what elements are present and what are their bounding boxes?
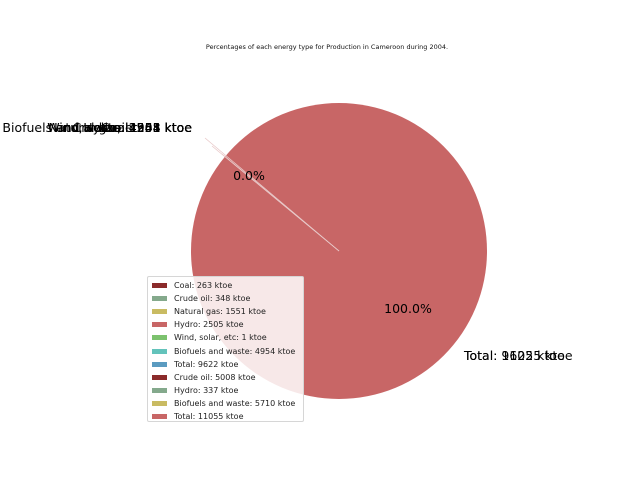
legend-item: Total: 11055 ktoe	[151, 410, 303, 423]
outer-slice-label: Natural gas: 1551 ktoe	[48, 120, 192, 135]
legend-label: Biofuels and waste: 4954 ktoe	[174, 346, 296, 356]
legend-item: Total: 9622 ktoe	[151, 358, 303, 371]
outer-slice-label: Crude oil: 348 ktoe	[73, 120, 193, 135]
outer-slice-label: Wind, solar, etc: 1 ktoe	[47, 120, 192, 135]
legend-swatch	[152, 322, 167, 328]
outer-total-label: Total: 11055 ktoe	[463, 348, 573, 363]
legend-swatch	[152, 283, 167, 289]
legend-swatch	[152, 387, 167, 393]
legend-label: Hydro: 337 ktoe	[174, 385, 239, 395]
legend-swatch	[152, 309, 167, 315]
legend-item: Biofuels and waste: 5710 ktoe	[151, 397, 303, 410]
legend-item: Natural gas: 1551 ktoe	[151, 305, 303, 318]
pie-slivers	[204, 137, 340, 252]
legend-label: Hydro: 2505 ktoe	[174, 320, 244, 330]
legend-swatch	[152, 374, 167, 380]
legend-label: Coal: 263 ktoe	[174, 281, 233, 291]
legend-label: Crude oil: 348 ktoe	[174, 294, 251, 304]
legend-item: Crude oil: 348 ktoe	[151, 292, 303, 305]
outer-total-label: Total: 9622 ktoe	[463, 348, 565, 363]
legend-swatch	[152, 400, 167, 406]
outer-slice-label: Hydro: 2505 ktoe	[83, 120, 192, 135]
legend-label: Total: 9622 ktoe	[174, 359, 239, 369]
legend-label: Total: 11055 ktoe	[174, 411, 244, 421]
pie-sliver-line	[221, 153, 340, 252]
legend-item: Biofuels and waste: 4954 ktoe	[151, 344, 303, 357]
legend-swatch	[152, 335, 167, 341]
legend-item: Hydro: 2505 ktoe	[151, 318, 303, 331]
legend: Coal: 263 ktoe Crude oil: 348 ktoe Natural…	[147, 276, 304, 422]
legend-item: Wind, solar, etc: 1 ktoe	[151, 331, 303, 344]
legend-item: Coal: 263 ktoe	[151, 279, 303, 292]
outer-slice-label: Coal: 263 ktoe	[101, 120, 192, 135]
legend-label: Crude oil: 5008 ktoe	[174, 372, 256, 382]
legend-item: Hydro: 337 ktoe	[151, 384, 303, 397]
legend-swatch	[152, 413, 167, 419]
legend-label: Wind, solar, etc: 1 ktoe	[174, 333, 267, 343]
chart-title: Percentages of each energy type for Prod…	[206, 43, 448, 51]
legend-label: Biofuels and waste: 5710 ktoe	[174, 398, 296, 408]
legend-item: Crude oil: 5008 ktoe	[151, 371, 303, 384]
legend-label: Natural gas: 1551 ktoe	[174, 307, 266, 317]
legend-swatch	[152, 296, 167, 302]
pct-label-large: 100.0%	[384, 301, 432, 316]
legend-swatch	[152, 348, 167, 354]
outer-slice-label: Biofuels and waste: 4954 ktoe	[2, 120, 192, 135]
pct-label-small: 0.0%	[233, 168, 265, 183]
legend-swatch	[152, 361, 167, 367]
